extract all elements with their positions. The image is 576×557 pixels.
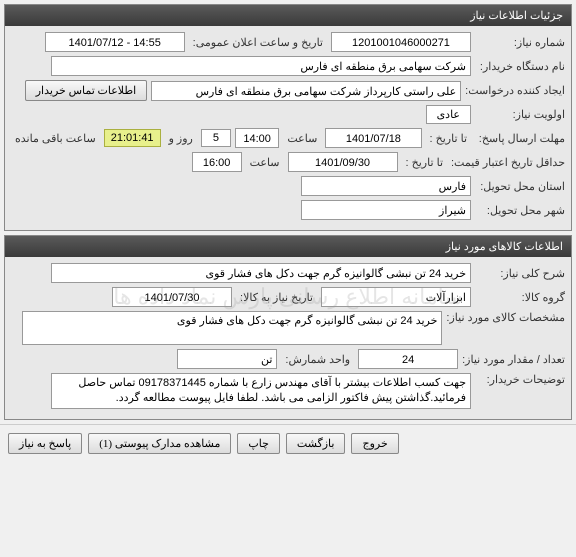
contact-buyer-button[interactable]: اطلاعات تماس خریدار xyxy=(25,80,147,101)
label-qty: تعداد / مقدار مورد نیاز: xyxy=(462,353,565,366)
label-unit: واحد شمارش: xyxy=(281,353,354,366)
label-to-date-1: تا تاریخ : xyxy=(426,132,471,145)
panel2-title: اطلاعات کالاهای مورد نیاز xyxy=(5,236,571,257)
field-city: شیراز xyxy=(301,200,471,220)
field-buyer-notes: جهت کسب اطلاعات بیشتر با آقای مهندس زارع… xyxy=(51,373,471,409)
field-province: فارس xyxy=(301,176,471,196)
field-buyer: شرکت سهامی برق منطقه ای فارس xyxy=(51,56,471,76)
label-hour-1: ساعت xyxy=(283,132,321,145)
field-time-left: 21:01:41 xyxy=(104,129,161,147)
exit-button[interactable]: خروج xyxy=(351,433,398,454)
field-spec: خرید 24 تن نبشی گالوانیزه گرم جهت دکل ها… xyxy=(22,311,442,345)
field-req-no: 1201001046000271 xyxy=(331,32,471,52)
label-remaining: ساعت باقی مانده xyxy=(11,132,100,145)
field-deadline-date: 1401/07/18 xyxy=(325,128,421,148)
field-unit: تن xyxy=(177,349,277,369)
field-price-hour: 16:00 xyxy=(192,152,242,172)
label-city: شهر محل تحویل: xyxy=(475,204,565,217)
field-days-left: 5 xyxy=(201,129,231,147)
print-button[interactable]: چاپ xyxy=(237,433,280,454)
field-qty: 24 xyxy=(358,349,458,369)
label-group: گروه کالا: xyxy=(475,291,565,304)
field-creator: علی راستی کارپرداز شرکت سهامی برق منطقه … xyxy=(151,81,461,101)
panel-need-details: جزئیات اطلاعات نیاز شماره نیاز: 12010010… xyxy=(4,4,572,231)
field-announce: 1401/07/12 - 14:55 xyxy=(45,32,185,52)
label-to-date-2: تا تاریخ : xyxy=(402,156,447,169)
label-days-and: روز و xyxy=(165,132,197,145)
field-group: ابزارآلات xyxy=(321,287,471,307)
attachments-button[interactable]: مشاهده مدارک پیوستی (1) xyxy=(88,433,231,454)
label-creator: ایجاد کننده درخواست: xyxy=(465,84,565,97)
bottom-toolbar: پاسخ به نیاز مشاهده مدارک پیوستی (1) چاپ… xyxy=(0,424,576,462)
panel1-title: جزئیات اطلاعات نیاز xyxy=(5,5,571,26)
field-deadline-hour: 14:00 xyxy=(235,128,279,148)
field-price-date: 1401/09/30 xyxy=(288,152,398,172)
field-priority: عادی xyxy=(426,105,471,124)
label-buyer: نام دستگاه خریدار: xyxy=(475,60,565,73)
panel-goods-info: اطلاعات کالاهای مورد نیاز شرح کلی نیاز: … xyxy=(4,235,572,420)
label-buyer-notes: توضیحات خریدار: xyxy=(475,373,565,386)
back-button[interactable]: بازگشت xyxy=(286,433,346,454)
label-req-no: شماره نیاز: xyxy=(475,36,565,49)
label-price-validity: حداقل تاریخ اعتبار قیمت: xyxy=(451,156,565,169)
label-desc: شرح کلی نیاز: xyxy=(475,267,565,280)
reply-button[interactable]: پاسخ به نیاز xyxy=(8,433,82,454)
label-announce: تاریخ و ساعت اعلان عمومی: xyxy=(189,36,327,49)
label-deadline: مهلت ارسال پاسخ: xyxy=(475,132,565,145)
label-priority: اولویت نیاز: xyxy=(475,108,565,121)
label-need-date: تاریخ نیاز به کالا: xyxy=(236,291,317,304)
field-need-date: 1401/07/30 xyxy=(112,287,232,307)
label-hour-2: ساعت xyxy=(246,156,284,169)
label-spec: مشخصات کالای مورد نیاز: xyxy=(446,311,565,324)
label-province: استان محل تحویل: xyxy=(475,180,565,193)
field-desc: خرید 24 تن نبشی گالوانیزه گرم جهت دکل ها… xyxy=(51,263,471,283)
